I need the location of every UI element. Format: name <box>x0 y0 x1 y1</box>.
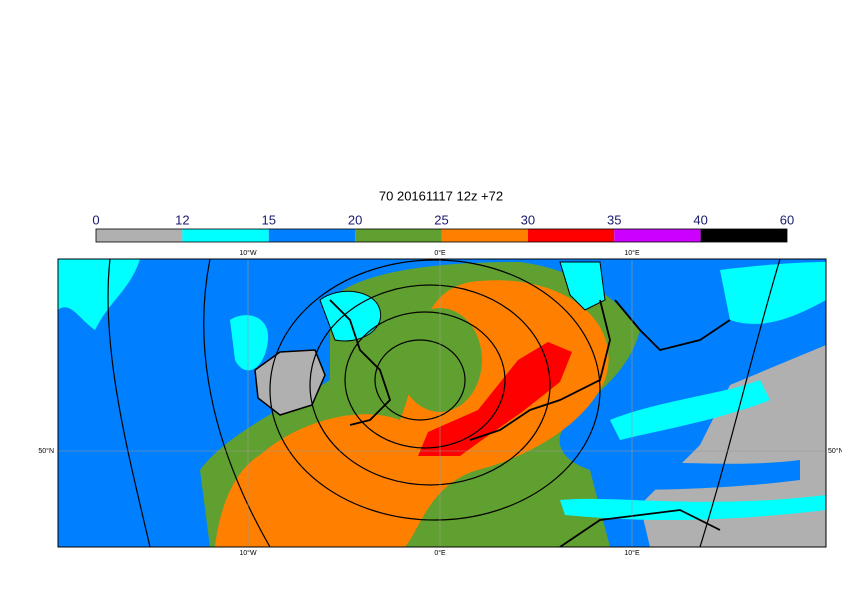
lon-label: 10°W <box>239 549 257 557</box>
colorbar-label: 15 <box>262 212 276 227</box>
colorbar-segment <box>182 229 269 242</box>
colorbar-label: 40 <box>693 212 707 227</box>
colorbar-label: 60 <box>780 212 794 227</box>
lat-label: 50°N <box>38 447 54 455</box>
lon-label: 0°E <box>434 249 446 257</box>
title: 70 20161117 12z +72 <box>379 188 503 203</box>
coastlines <box>329 299 731 547</box>
colorbar-segment <box>268 229 356 242</box>
colorbar-segment <box>96 229 183 242</box>
cyan-area <box>319 290 382 342</box>
land-gray <box>640 345 826 547</box>
cyan-area <box>560 495 826 520</box>
colorbar-segment <box>527 229 615 242</box>
map <box>58 259 826 547</box>
map-frame <box>57 258 827 548</box>
red-area <box>418 342 572 456</box>
blue-area <box>600 460 800 490</box>
cyan-area <box>58 259 140 330</box>
lon-label: 10°E <box>624 249 640 257</box>
lat-label: 50°N <box>828 447 842 455</box>
colorbar-label: 20 <box>348 212 362 227</box>
colorbar-segment <box>355 229 442 242</box>
colorbar-label: 35 <box>607 212 621 227</box>
colorbar: 0 12 15 20 25 30 35 40 60 <box>92 212 794 243</box>
colorbar-segment <box>614 229 701 242</box>
lon-label: 10°E <box>624 549 640 557</box>
colorbar-label: 12 <box>175 212 189 227</box>
lon-label: 10°W <box>239 249 257 257</box>
orange-area <box>215 280 609 547</box>
colorbar-label: 25 <box>434 212 448 227</box>
cyan-area <box>559 261 606 311</box>
geo-labels: 10°W 0°E 10°E 10°W 0°E 10°E 50°N 50°N <box>38 249 842 557</box>
contours <box>107 259 781 547</box>
colorbar-label: 0 <box>92 212 99 227</box>
colorbar-segment <box>700 229 787 242</box>
colorbar-segment <box>441 229 528 242</box>
cyan-area <box>230 315 269 371</box>
cyan-area <box>610 380 770 440</box>
graticule <box>58 259 826 547</box>
colorbar-frame <box>95 228 788 243</box>
colorbar-label: 30 <box>521 212 535 227</box>
cyan-area <box>720 262 826 324</box>
lon-label: 0°E <box>434 549 446 557</box>
